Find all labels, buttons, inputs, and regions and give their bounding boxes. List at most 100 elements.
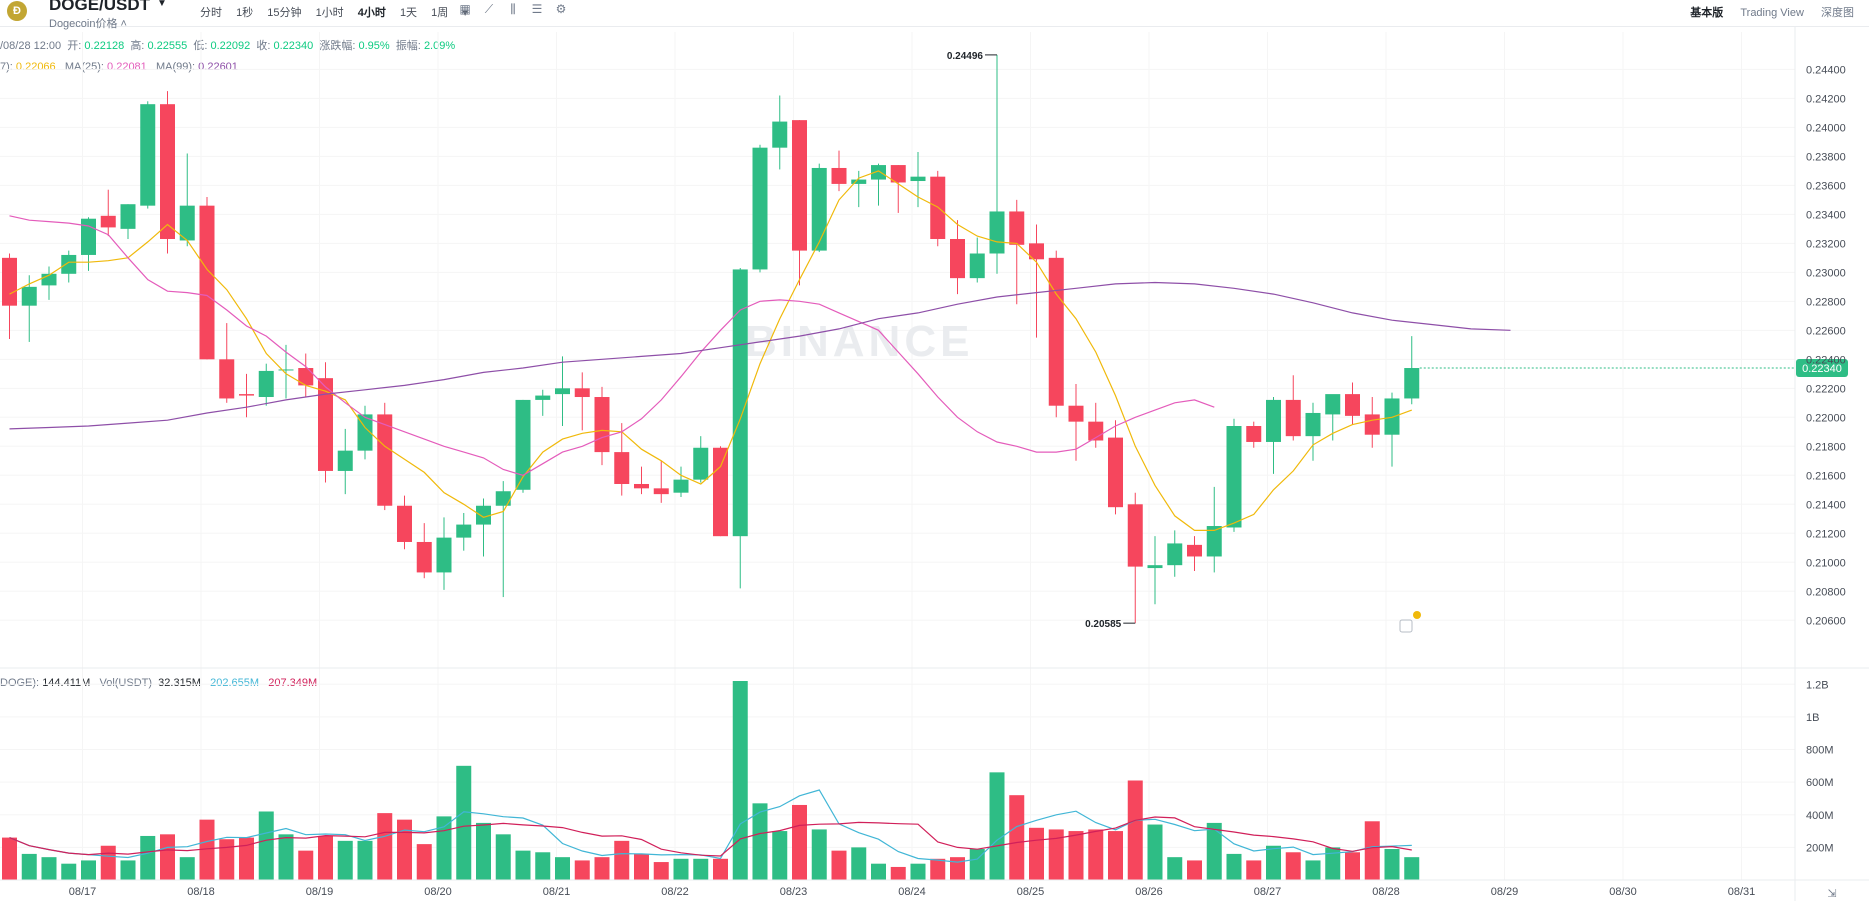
candle-body[interactable]	[1167, 543, 1183, 566]
volume-bar[interactable]	[1226, 853, 1242, 880]
candle-body[interactable]	[397, 505, 412, 542]
candle-body[interactable]	[298, 368, 314, 386]
interval-15m[interactable]: 15分钟	[267, 7, 302, 19]
candle-body[interactable]	[278, 369, 294, 371]
interval-1d[interactable]: 1天	[399, 7, 418, 19]
volume-bar[interactable]	[574, 860, 590, 880]
volume-bar[interactable]	[456, 765, 472, 880]
volume-bar[interactable]	[436, 816, 452, 880]
volume-bar[interactable]	[219, 839, 235, 880]
candle-body[interactable]	[950, 239, 965, 279]
candle-body[interactable]	[1009, 211, 1025, 245]
candle-body[interactable]	[1246, 426, 1262, 442]
candle-body[interactable]	[160, 104, 175, 240]
volume-bar[interactable]	[1029, 827, 1044, 880]
volume-bar[interactable]	[140, 835, 156, 880]
view-depth[interactable]: 深度图	[1821, 7, 1854, 19]
candle-body[interactable]	[258, 370, 274, 398]
volume-bar[interactable]	[851, 847, 867, 880]
volume-bar[interactable]	[653, 862, 669, 880]
volume-bar[interactable]	[910, 863, 926, 880]
candle-body[interactable]	[890, 165, 906, 183]
candle-body[interactable]	[574, 388, 590, 398]
candle-body[interactable]	[1226, 426, 1242, 528]
candle-body[interactable]	[752, 147, 768, 270]
candle-body[interactable]	[732, 269, 748, 537]
candle-body[interactable]	[614, 452, 630, 484]
chevron-down-icon[interactable]: ▼	[157, 0, 167, 9]
candle-body[interactable]	[21, 286, 37, 306]
candle-body[interactable]	[772, 121, 788, 148]
volume-bar[interactable]	[377, 813, 393, 880]
volume-bar[interactable]	[811, 829, 827, 880]
candle-body[interactable]	[61, 254, 77, 274]
candle-body[interactable]	[199, 205, 215, 360]
candle-body[interactable]	[1305, 412, 1321, 437]
volume-bar[interactable]	[890, 866, 906, 880]
volume-bar[interactable]	[1384, 849, 1400, 880]
candle-body[interactable]	[377, 414, 393, 506]
view-basic[interactable]: 基本版	[1690, 7, 1724, 19]
candle-body[interactable]	[1266, 399, 1281, 442]
candle-body[interactable]	[535, 395, 551, 400]
candle-body[interactable]	[318, 378, 333, 471]
calendar-icon[interactable]: ▦	[459, 2, 471, 16]
volume-bar[interactable]	[160, 834, 175, 880]
volume-bar[interactable]	[1364, 821, 1380, 880]
volume-bar[interactable]	[318, 835, 333, 880]
volume-bar[interactable]	[199, 819, 215, 880]
volume-bar[interactable]	[1266, 845, 1281, 880]
volume-bar[interactable]	[555, 857, 570, 880]
volume-bar[interactable]	[1345, 852, 1360, 880]
candle-body[interactable]	[989, 211, 1005, 254]
volume-bar[interactable]	[1246, 860, 1262, 880]
candle-body[interactable]	[1384, 398, 1400, 435]
candle-body[interactable]	[1404, 368, 1420, 399]
volume-bar[interactable]	[1068, 831, 1084, 880]
candle-body[interactable]	[1206, 526, 1222, 557]
candle-body[interactable]	[871, 165, 886, 180]
candle-body[interactable]	[436, 537, 452, 573]
candle-body[interactable]	[1285, 399, 1301, 437]
candle-body[interactable]	[120, 204, 136, 229]
candle-body[interactable]	[1364, 414, 1380, 435]
volume-bar[interactable]	[120, 860, 136, 880]
volume-bar[interactable]	[673, 858, 689, 880]
interval-4h[interactable]: 4小时	[357, 7, 386, 19]
volume-bar[interactable]	[397, 819, 412, 880]
coin-price-link[interactable]: Dogecoin价格 ˄	[49, 18, 127, 30]
candle-body[interactable]	[713, 447, 728, 537]
fit-range-icon[interactable]: ⇲	[1827, 888, 1836, 900]
candle-body[interactable]	[851, 179, 867, 184]
volume-bar[interactable]	[298, 850, 314, 880]
volume-bar[interactable]	[1048, 829, 1064, 880]
view-tradingview[interactable]: Trading View	[1740, 7, 1804, 19]
volume-bar[interactable]	[1108, 831, 1123, 880]
volume-bar[interactable]	[594, 857, 610, 880]
indicator-icon[interactable]: ⟋	[484, 2, 494, 16]
candle-body[interactable]	[1127, 504, 1143, 567]
candle-body[interactable]	[594, 397, 610, 453]
candle-body[interactable]	[693, 447, 709, 480]
interval-time[interactable]: 分时	[200, 7, 222, 19]
candle-body[interactable]	[1029, 243, 1044, 260]
volume-bar[interactable]	[969, 849, 985, 880]
volume-bar[interactable]	[61, 863, 77, 880]
pair-selector[interactable]: DOGE/USDT	[49, 0, 151, 14]
candle-body[interactable]	[416, 541, 432, 573]
volume-bar[interactable]	[179, 857, 195, 880]
volume-bar[interactable]	[476, 822, 491, 880]
countdown-badge-icon[interactable]	[1399, 619, 1413, 633]
volume-bar[interactable]	[495, 834, 511, 880]
candle-body[interactable]	[1068, 405, 1084, 422]
candle-body[interactable]	[357, 414, 373, 451]
candle-body[interactable]	[1345, 394, 1360, 416]
volume-bar[interactable]	[1404, 857, 1420, 880]
candle-type-icon[interactable]: ⫼	[510, 2, 516, 16]
volume-bar[interactable]	[258, 811, 274, 880]
notification-dot-icon[interactable]	[1413, 611, 1421, 619]
candle-body[interactable]	[219, 359, 235, 399]
volume-bar[interactable]	[772, 831, 788, 880]
candle-body[interactable]	[179, 205, 195, 241]
candle-body[interactable]	[100, 215, 116, 228]
